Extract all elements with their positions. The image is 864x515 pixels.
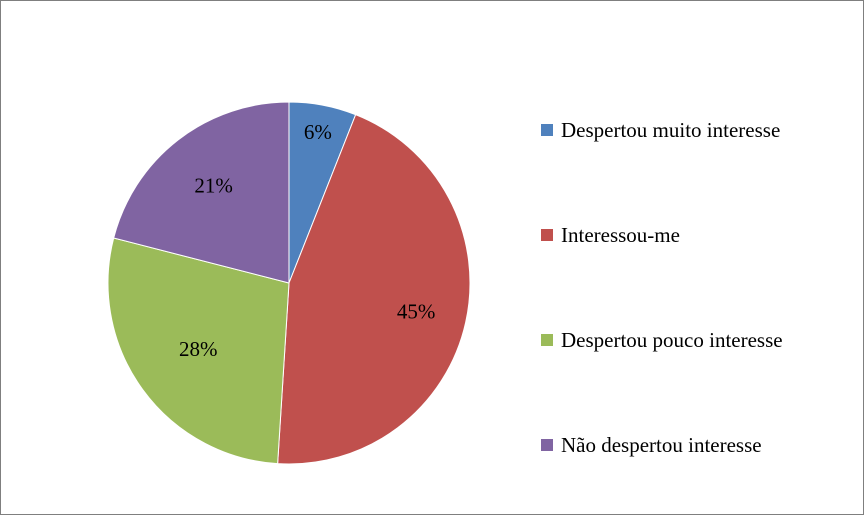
legend-item-nao-despertou-interesse: Não despertou interesse (541, 430, 783, 460)
slice-interessou-me (277, 114, 471, 465)
data-label-nao-despertou-interesse: 21% (194, 174, 233, 198)
slice-despertou-pouco-interesse (107, 237, 290, 465)
legend-label: Não despertou interesse (561, 432, 762, 457)
legend-swatch (541, 229, 553, 241)
legend-swatch (541, 439, 553, 451)
legend-item-despertou-pouco-interesse: Despertou pouco interesse (541, 325, 783, 355)
legend-item-interessou-me: Interessou-me (541, 220, 783, 250)
data-label-interessou-me: 45% (397, 299, 436, 323)
data-label-despertou-muito-interesse: 6% (304, 120, 332, 144)
legend-label: Interessou-me (561, 222, 680, 247)
legend-item-despertou-muito-interesse: Despertou muito interesse (541, 115, 783, 145)
legend-swatch (541, 124, 553, 136)
slice-nao-despertou-interesse (113, 101, 290, 284)
legend-label: Despertou pouco interesse (561, 327, 783, 352)
legend: Despertou muito interesse Interessou-me … (541, 115, 783, 460)
pie-data-labels: 6% 45% 28% 21% (179, 120, 435, 361)
pie-slices (107, 101, 471, 465)
data-label-despertou-pouco-interesse: 28% (179, 337, 218, 361)
legend-label: Despertou muito interesse (561, 117, 781, 142)
legend-swatch (541, 334, 553, 346)
